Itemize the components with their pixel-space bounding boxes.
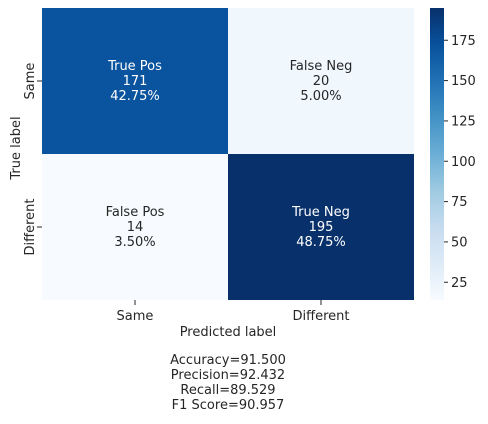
x-tick-label: Same bbox=[117, 309, 154, 324]
metrics-annotation: Accuracy=91.500Precision=92.432Recall=89… bbox=[170, 353, 286, 413]
cell-count: 14 bbox=[127, 220, 144, 235]
colorbar-tick-label: 150 bbox=[451, 74, 476, 89]
cell-label: False Neg bbox=[290, 59, 353, 74]
colorbar-tick-label: 25 bbox=[451, 276, 468, 291]
colorbar: 25 50 75 100 125 150 175 bbox=[430, 8, 476, 300]
colorbar-tick-label: 50 bbox=[451, 235, 468, 250]
cell-percent: 42.75% bbox=[110, 89, 160, 104]
cell-count: 20 bbox=[313, 74, 330, 89]
cell-label: False Pos bbox=[106, 205, 165, 220]
metric-line: Accuracy=91.500 bbox=[170, 353, 286, 368]
colorbar-tick-label: 175 bbox=[451, 34, 476, 49]
x-axis-label: Predicted label bbox=[180, 325, 277, 340]
metric-line: Recall=89.529 bbox=[180, 383, 275, 398]
cell-percent: 3.50% bbox=[114, 235, 155, 250]
colorbar-tick-label: 75 bbox=[451, 195, 468, 210]
y-axis-label: True label bbox=[9, 116, 24, 180]
colorbar-tick-label: 125 bbox=[451, 114, 476, 129]
cell-count: 195 bbox=[309, 220, 334, 235]
colorbar-tick-label: 100 bbox=[451, 155, 476, 170]
y-tick-label: Different bbox=[23, 199, 38, 256]
cell-label: True Neg bbox=[291, 205, 350, 220]
y-tick-label: Same bbox=[23, 63, 38, 100]
metric-line: F1 Score=90.957 bbox=[172, 398, 285, 413]
metric-line: Precision=92.432 bbox=[171, 368, 285, 383]
x-tick-label: Different bbox=[293, 309, 350, 324]
cell-count: 171 bbox=[123, 74, 148, 89]
colorbar-gradient bbox=[430, 8, 444, 300]
cell-label: True Pos bbox=[107, 59, 162, 74]
cell-percent: 5.00% bbox=[300, 89, 341, 104]
cell-percent: 48.75% bbox=[296, 235, 346, 250]
